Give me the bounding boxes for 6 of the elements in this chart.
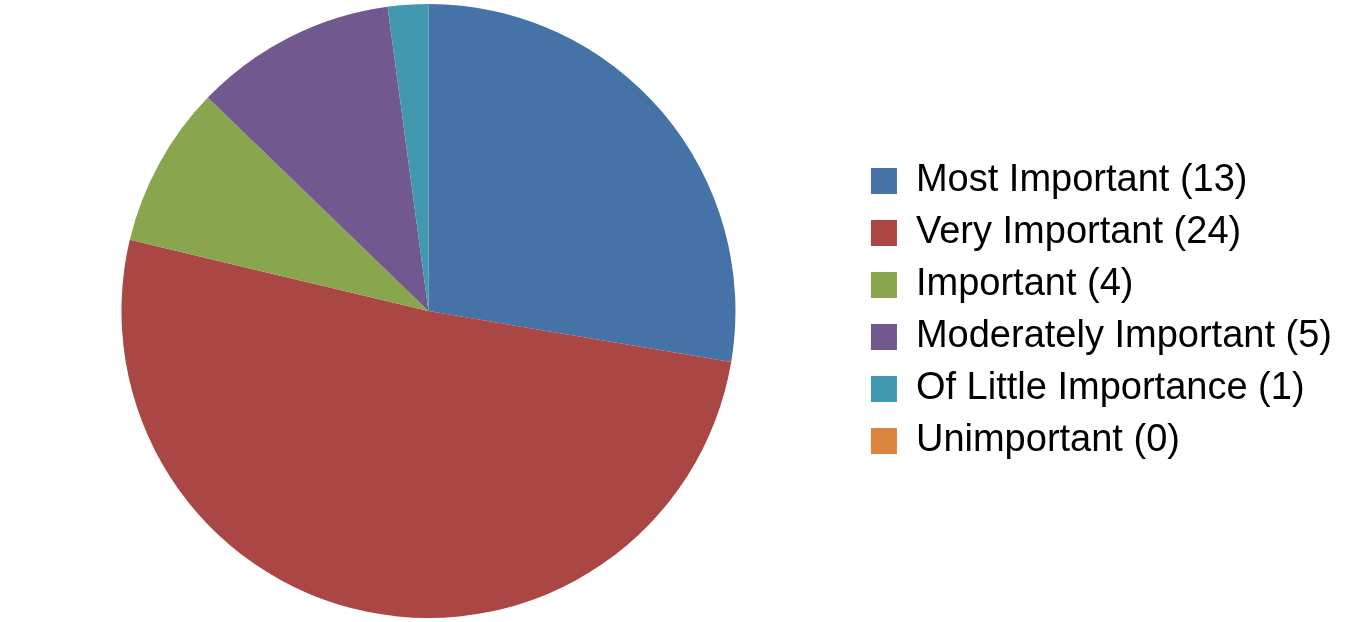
legend-label: Important (4) xyxy=(915,261,1134,304)
legend-label: Moderately Important (5) xyxy=(915,313,1333,356)
legend-label: Of Little Importance (1) xyxy=(915,365,1305,408)
legend-label: Unimportant (0) xyxy=(915,417,1180,460)
legend-label: Most Important (13) xyxy=(915,157,1248,200)
legend-label: Very Important (24) xyxy=(915,209,1242,252)
